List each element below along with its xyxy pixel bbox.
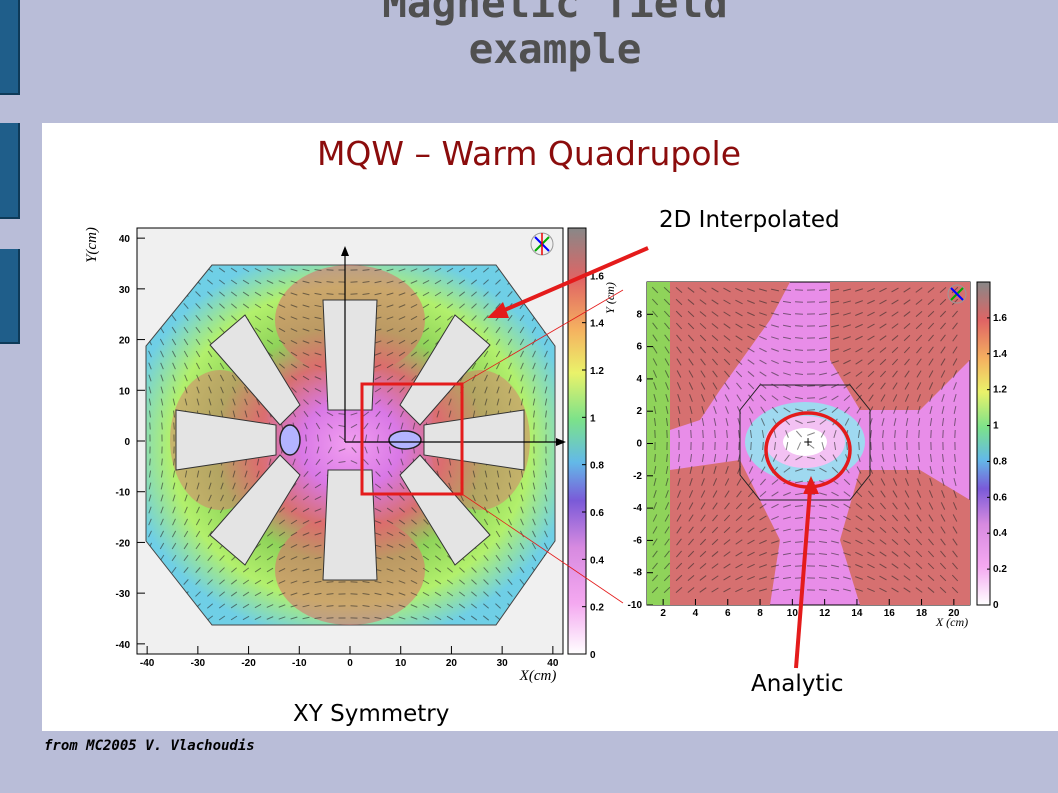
left-x-tick: 0 (347, 658, 353, 669)
right-colorbar-tick: 0 (993, 600, 999, 611)
right-y-tick: -10 (628, 600, 643, 611)
slide-tab-1 (0, 0, 20, 95)
left-colorbar-tick: 0.2 (590, 603, 604, 614)
right-colorbar-tick: 0.6 (993, 492, 1007, 503)
right-colorbar (976, 281, 991, 606)
left-colorbar-tick: 0.6 (590, 508, 604, 519)
right-y-tick-labels: 8 6 4 2 0 -2 -4 -6 -8 -10 (628, 309, 653, 611)
right-colorbar-ticks: 1.6 1.4 1.2 1 0.8 0.6 0.4 0.2 0 (987, 313, 1007, 611)
right-x-tick: 12 (819, 608, 831, 619)
right-x-tick: 16 (884, 608, 896, 619)
left-x-tick: -10 (292, 658, 307, 669)
left-y-tick: -30 (116, 589, 131, 600)
left-colorbar-tick: 1.2 (590, 366, 604, 377)
field-vector-arrows-zoom (651, 286, 959, 594)
right-colorbar-tick: 1.4 (993, 349, 1007, 360)
svg-text:+: + (803, 435, 813, 449)
left-x-tick: 30 (497, 658, 509, 669)
left-x-tick: -30 (191, 658, 206, 669)
right-x-tick: 4 (693, 608, 699, 619)
right-x-tick: 14 (851, 608, 863, 619)
left-y-tick-labels: 40 30 20 10 0 -10 -20 -30 -40 (116, 234, 145, 651)
right-colorbar-tick: 1.2 (993, 385, 1007, 396)
right-colorbar-tick: 1.6 (993, 313, 1007, 324)
left-colorbar-tick: 1 (590, 413, 596, 424)
left-x-tick: 20 (446, 658, 458, 669)
right-y-tick: 2 (636, 406, 642, 417)
right-x-tick-labels: 2 4 6 8 10 12 14 16 18 20 (660, 599, 960, 619)
right-colorbar-tick: 0.4 (993, 528, 1007, 539)
left-x-axis-label: X(cm) (519, 668, 557, 684)
label-symmetry: XY Symmetry (293, 701, 450, 727)
left-y-tick: 30 (119, 285, 131, 296)
magnet-pole-pieces (175, 299, 525, 581)
left-y-tick: 0 (124, 437, 130, 448)
right-colorbar-tick: 0.8 (993, 456, 1007, 467)
right-y-tick: 4 (636, 374, 642, 385)
slide-subtitle: MQW – Warm Quadrupole (316, 134, 742, 173)
label-analytic: Analytic (751, 671, 844, 697)
right-y-tick: -8 (633, 568, 642, 579)
right-x-tick: 6 (725, 608, 731, 619)
right-y-axis-label: Y (cm) (603, 282, 617, 314)
left-y-axis-label: Y(cm) (84, 227, 100, 263)
left-x-tick: -40 (140, 658, 155, 669)
right-x-axis-label: X (cm) (935, 615, 968, 629)
callout-arrow-interpolated (487, 246, 649, 318)
right-y-tick: 8 (636, 309, 642, 320)
left-y-tick: -40 (116, 640, 131, 651)
left-y-tick: -10 (116, 488, 131, 499)
left-x-tick-labels: -40 -30 -20 -10 0 10 20 30 40 (140, 646, 559, 669)
right-x-tick: 18 (916, 608, 928, 619)
left-colorbar-tick: 1.4 (590, 319, 604, 330)
slide-footer: from MC2005 V. Vlachoudis (44, 738, 255, 754)
right-y-tick: -4 (633, 503, 642, 514)
left-colorbar-tick: 1.6 (590, 271, 604, 282)
left-x-tick: -20 (241, 658, 256, 669)
left-colorbar-tick: 0.8 (590, 461, 604, 472)
slide-title: Magnetic field example (382, 0, 728, 73)
left-y-tick: -20 (116, 538, 131, 549)
right-colorbar-tick: 0.2 (993, 564, 1007, 575)
left-y-tick: 40 (119, 234, 131, 245)
right-y-tick: 6 (636, 342, 642, 353)
callout-arrow-analytic (794, 476, 819, 669)
right-colorbar-tick: 1 (993, 421, 999, 432)
orientation-icon-zoom (947, 284, 967, 304)
left-y-tick: 20 (119, 336, 131, 347)
label-interpolated: 2D Interpolated (659, 207, 840, 233)
left-colorbar-ticks: 1.6 1.4 1.2 1 0.8 0.6 0.4 0.2 0 (582, 271, 604, 661)
right-y-tick: 0 (636, 439, 642, 450)
left-colorbar (567, 227, 587, 655)
right-x-tick: 20 (948, 608, 960, 619)
left-y-tick: 10 (119, 386, 131, 397)
orientation-icon (530, 232, 554, 256)
left-colorbar-tick: 0.4 (590, 555, 604, 566)
slide-tab-3 (0, 249, 20, 344)
left-field-plot: 1.6 1.4 1.2 1 0.8 0.6 0.4 0.2 0 -40 -30 -20 -10 0 10 2… (84, 227, 604, 684)
left-colorbar-tick: 0 (590, 650, 596, 661)
right-x-tick: 10 (787, 608, 799, 619)
right-y-tick: -6 (633, 535, 642, 546)
left-x-tick: 40 (547, 658, 559, 669)
right-field-plot: + 1.6 1.4 1.2 1 0.8 0.6 0.4 0.2 0 2 4 6 8 10 12 14 16 18… (603, 281, 1007, 629)
left-x-tick: 10 (395, 658, 407, 669)
right-y-tick: -2 (633, 471, 642, 482)
right-x-tick: 2 (660, 608, 666, 619)
zoom-region-box (360, 382, 464, 496)
slide-tab-2 (0, 123, 20, 219)
right-x-tick: 8 (757, 608, 763, 619)
